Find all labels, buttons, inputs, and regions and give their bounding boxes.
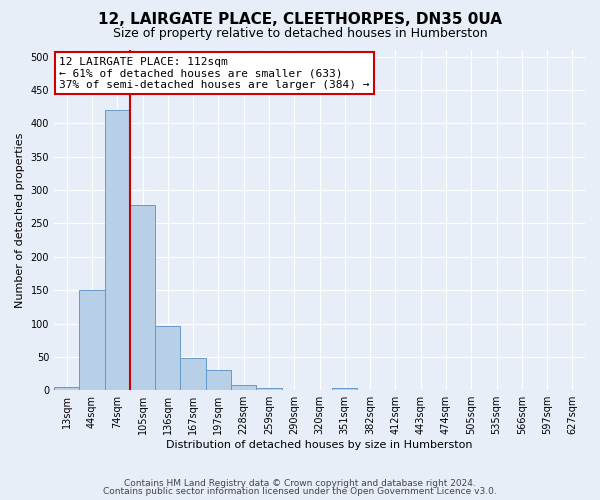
Bar (130, 206, 155, 390)
Text: Size of property relative to detached houses in Humberston: Size of property relative to detached ho… (113, 28, 487, 40)
Bar (206, 370, 231, 390)
Bar (155, 326, 181, 390)
Bar (104, 110, 130, 390)
Bar (231, 385, 256, 390)
Bar (332, 388, 358, 390)
Bar (256, 388, 281, 390)
Text: 12 LAIRGATE PLACE: 112sqm
← 61% of detached houses are smaller (633)
37% of semi: 12 LAIRGATE PLACE: 112sqm ← 61% of detac… (59, 57, 370, 90)
Text: Contains HM Land Registry data © Crown copyright and database right 2024.: Contains HM Land Registry data © Crown c… (124, 478, 476, 488)
Bar (181, 358, 206, 390)
Y-axis label: Number of detached properties: Number of detached properties (15, 132, 25, 308)
Bar (54, 387, 79, 390)
Bar (79, 290, 104, 390)
Text: Contains public sector information licensed under the Open Government Licence v3: Contains public sector information licen… (103, 487, 497, 496)
Text: 12, LAIRGATE PLACE, CLEETHORPES, DN35 0UA: 12, LAIRGATE PLACE, CLEETHORPES, DN35 0U… (98, 12, 502, 28)
X-axis label: Distribution of detached houses by size in Humberston: Distribution of detached houses by size … (166, 440, 473, 450)
